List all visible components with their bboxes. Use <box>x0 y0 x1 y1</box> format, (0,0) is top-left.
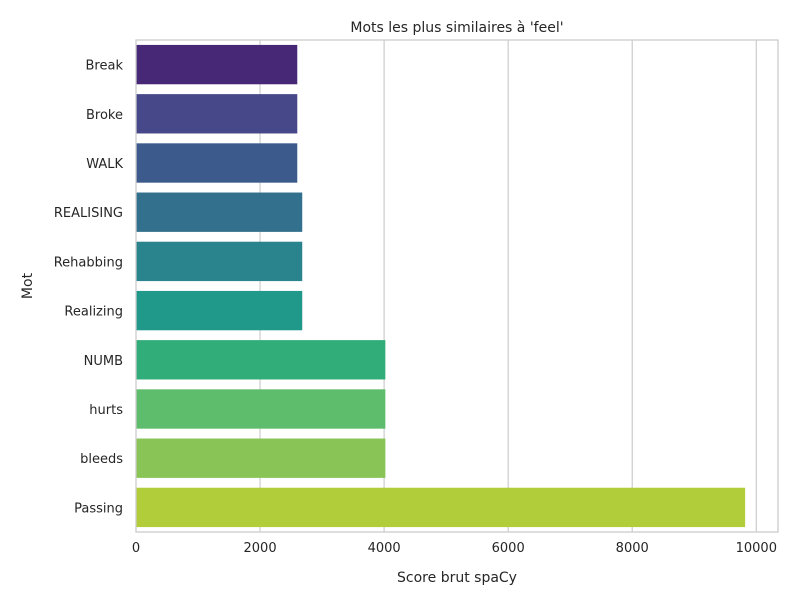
plot-frame <box>135 39 779 533</box>
bar-hurts <box>136 389 386 429</box>
x-tick-label: 6000 <box>492 541 525 556</box>
x-tick-label: 8000 <box>616 541 649 556</box>
bar-rehabbing <box>136 241 303 282</box>
y-tick-label: bleeds <box>80 452 123 467</box>
bar-realizing <box>136 290 303 331</box>
y-axis-label: Mot <box>20 272 36 299</box>
bar-break <box>136 44 298 85</box>
chart-title: Mots les plus similaires à 'feel' <box>350 20 563 36</box>
bar-walk <box>136 143 298 183</box>
y-tick-label: Rehabbing <box>54 255 123 270</box>
bar-numb <box>136 340 386 380</box>
y-tick-label: Realizing <box>64 305 123 320</box>
bar-passing <box>136 487 746 528</box>
y-tick-label: Passing <box>74 501 123 516</box>
x-tick-label: 10000 <box>736 541 777 556</box>
y-tick-label: REALISING <box>54 206 123 221</box>
y-tick-labels: Break Broke WALK REALISING Rehabbing Realizin… <box>54 59 124 517</box>
bar-bleeds <box>136 438 386 478</box>
bar-broke <box>136 94 298 134</box>
x-tick-label: 0 <box>132 541 140 556</box>
bars <box>136 44 746 528</box>
x-axis-label: Score brut spaCy <box>397 570 517 586</box>
y-tick-label: Broke <box>86 108 123 123</box>
x-tick-labels: 0 2000 4000 6000 8000 10000 <box>132 541 777 556</box>
bar-realising <box>136 192 303 232</box>
y-tick-label: NUMB <box>84 354 123 369</box>
x-tick-label: 2000 <box>244 541 277 556</box>
y-tick-label: Break <box>86 59 124 74</box>
x-tick-label: 4000 <box>368 541 401 556</box>
y-tick-label: hurts <box>89 403 123 418</box>
y-tick-label: WALK <box>86 157 123 172</box>
